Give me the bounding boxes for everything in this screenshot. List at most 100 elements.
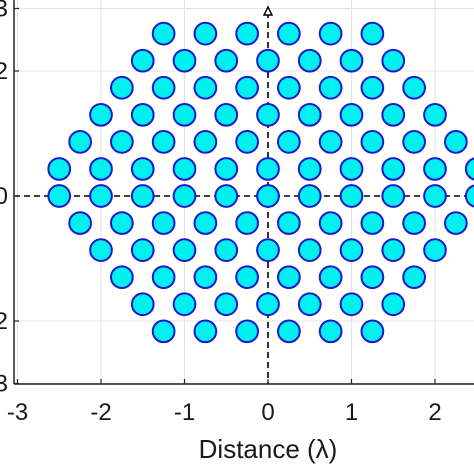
lattice-point: [151, 75, 176, 100]
lattice-point: [151, 319, 176, 344]
lattice-point: [339, 102, 364, 127]
lattice-point: [423, 102, 447, 127]
lattice-point: [297, 48, 322, 73]
lattice-point: [193, 130, 218, 154]
lattice-point: [235, 21, 259, 46]
x-tick-label: 2: [428, 399, 441, 426]
lattice-point: [402, 75, 426, 100]
lattice-point: [256, 157, 280, 181]
lattice-point: [89, 157, 113, 181]
y-tick-label: 2: [0, 308, 8, 335]
lattice-point: [360, 21, 385, 46]
lattice-point: [172, 292, 197, 317]
lattice-point: [151, 130, 176, 154]
lattice-point: [381, 184, 406, 208]
y-tick-labels: 3 2 0 2 3: [0, 0, 8, 398]
lattice-point: [277, 130, 301, 154]
lattice-point: [464, 157, 474, 181]
lattice-point: [235, 75, 259, 100]
x-tick-label: -3: [7, 399, 28, 426]
lattice-point: [318, 211, 343, 235]
lattice-point: [381, 238, 406, 262]
lattice-point: [297, 184, 322, 208]
x-tick-label: 0: [261, 399, 274, 426]
lattice-point: [318, 319, 343, 344]
lattice-point: [172, 102, 197, 127]
y-tick-label: 0: [0, 183, 8, 210]
lattice-point: [381, 48, 406, 73]
lattice-point: [297, 292, 322, 317]
lattice-point: [360, 265, 385, 290]
lattice-point: [47, 157, 72, 181]
lattice-point: [172, 238, 197, 262]
lattice-point: [339, 292, 364, 317]
lattice-point: [318, 130, 343, 154]
lattice-point: [256, 238, 280, 262]
lattice-point: [256, 184, 280, 208]
y-axis-arrow-icon: [262, 5, 274, 16]
lattice-point: [89, 184, 113, 208]
lattice-point: [130, 292, 155, 317]
lattice-point: [110, 75, 134, 100]
lattice-point: [68, 130, 92, 154]
lattice-point: [277, 75, 301, 100]
lattice-point: [110, 265, 134, 290]
lattice-point: [130, 48, 155, 73]
lattice-point: [464, 184, 474, 208]
lattice-point: [172, 184, 197, 208]
lattice-point: [297, 102, 322, 127]
lattice-point: [89, 238, 113, 262]
lattice-point: [235, 319, 259, 344]
lattice-point: [214, 238, 239, 262]
y-tick-label: 2: [0, 58, 8, 85]
lattice-point: [235, 265, 259, 290]
lattice-point: [214, 48, 239, 73]
lattice-point: [423, 238, 447, 262]
lattice-point: [172, 157, 197, 181]
lattice-point: [68, 211, 92, 235]
y-tick-label: 3: [0, 371, 8, 398]
lattice-point: [277, 21, 301, 46]
x-tick-label: -1: [174, 399, 195, 426]
lattice-point: [110, 211, 134, 235]
lattice-point: [381, 157, 406, 181]
lattice-point: [214, 184, 239, 208]
lattice-point: [339, 184, 364, 208]
lattice-point: [235, 211, 259, 235]
lattice-point: [277, 265, 301, 290]
lattice-point: [402, 130, 426, 154]
lattice-point: [151, 211, 176, 235]
lattice-point: [130, 184, 155, 208]
lattice-point: [235, 130, 259, 154]
lattice-point: [256, 102, 280, 127]
lattice-point: [318, 21, 343, 46]
y-tick-label: 3: [0, 0, 8, 23]
lattice-point: [130, 157, 155, 181]
lattice-point: [444, 130, 468, 154]
lattice-point: [256, 48, 280, 73]
lattice-point: [130, 102, 155, 127]
lattice-point: [130, 238, 155, 262]
lattice-point: [297, 238, 322, 262]
lattice-point: [277, 211, 301, 235]
lattice-point: [423, 184, 447, 208]
lattice-point: [151, 21, 176, 46]
lattice-point: [214, 292, 239, 317]
lattice-point: [360, 75, 385, 100]
lattice-point: [193, 211, 218, 235]
lattice-point: [47, 184, 72, 208]
x-tick-labels: -3 -2 -1 0 1 2: [7, 399, 442, 426]
lattice-point: [360, 211, 385, 235]
lattice-points: [47, 21, 474, 344]
lattice-point: [360, 130, 385, 154]
x-axis-label: Distance (λ): [199, 434, 338, 464]
x-tick-label: 1: [345, 399, 358, 426]
lattice-point: [193, 319, 218, 344]
lattice-point: [193, 21, 218, 46]
lattice-point: [318, 265, 343, 290]
lattice-point: [193, 265, 218, 290]
lattice-point: [297, 157, 322, 181]
lattice-point: [381, 292, 406, 317]
